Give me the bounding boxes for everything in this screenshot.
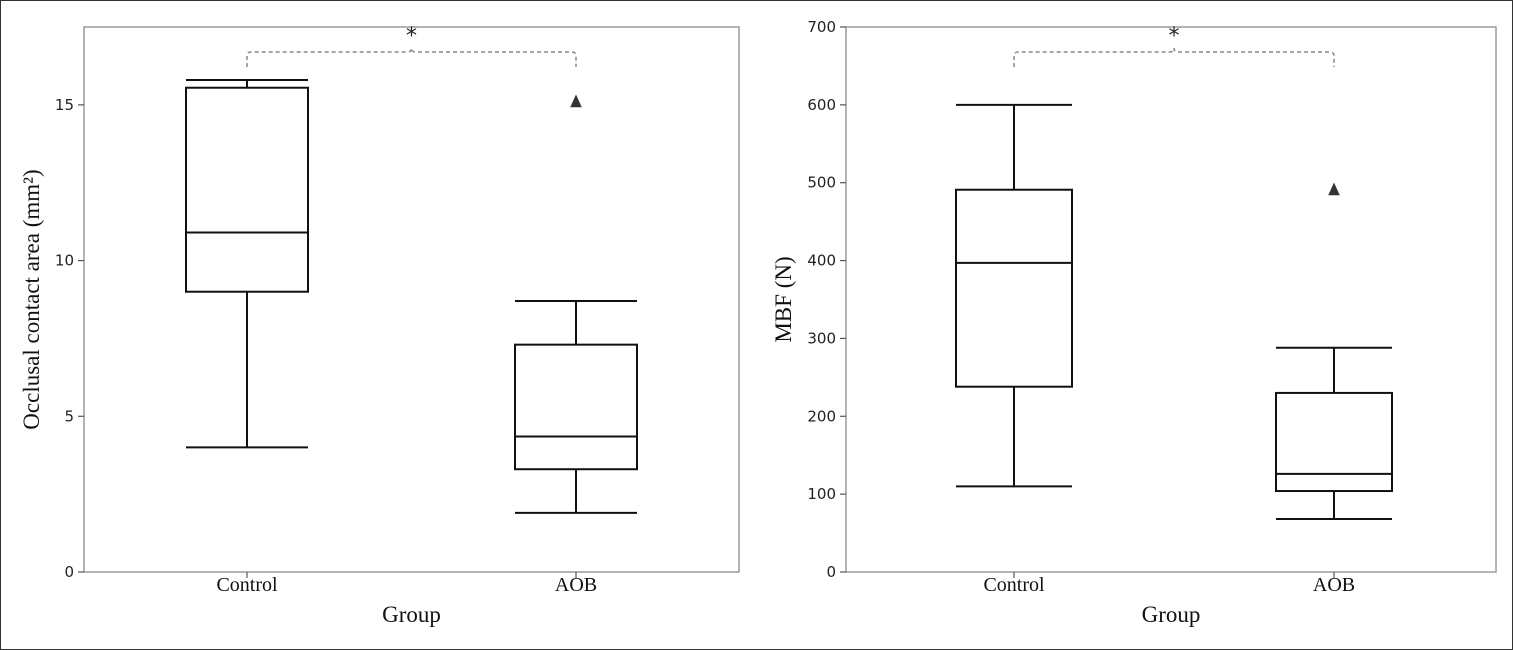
- y-tick-label: 400: [807, 252, 836, 270]
- x-axis-title: Group: [382, 602, 441, 627]
- significance-label: *: [406, 24, 417, 49]
- y-tick-label: 5: [64, 407, 74, 425]
- y-tick-label: 15: [55, 96, 74, 114]
- y-tick-label: 100: [807, 485, 836, 503]
- y-tick-label: 200: [807, 407, 836, 425]
- iqr-box: [185, 86, 309, 293]
- y-axis-title: Occlusal contact area (mm²): [19, 169, 44, 429]
- y-axis-title: MBF (N): [771, 256, 796, 342]
- chart-panel-2: 0 100 200 300 400 500 600 700 Control AOB Group MBF…: [771, 18, 1497, 627]
- y-tick-label: 700: [807, 18, 836, 36]
- iqr-box: [1275, 391, 1393, 493]
- plot-frame: [83, 26, 740, 573]
- significance-label: *: [1169, 24, 1180, 49]
- y-tick-label: 600: [807, 96, 836, 114]
- x-tick-label: Control: [216, 574, 278, 596]
- y-tick-label: 300: [807, 329, 836, 347]
- box-aob: [1275, 182, 1393, 521]
- x-tick-label: AOB: [555, 574, 597, 596]
- box-control: [185, 78, 309, 449]
- iqr-box: [955, 188, 1073, 388]
- x-tick-label: AOB: [1313, 574, 1355, 596]
- y-tick-label: 10: [55, 252, 74, 270]
- significance-bracket: [1013, 47, 1335, 67]
- significance-bracket: [246, 47, 577, 67]
- outlier-marker: [570, 94, 582, 108]
- chart-panel-1: 0 5 10 15 Control AOB Group Occlusal contact ar…: [19, 24, 740, 627]
- x-axis-title: Group: [1142, 602, 1201, 627]
- box-control: [955, 103, 1073, 488]
- x-tick-label: Control: [983, 574, 1045, 596]
- plot-frame: [845, 26, 1497, 573]
- iqr-box: [514, 343, 638, 471]
- y-tick-label: 500: [807, 174, 836, 192]
- y-tick-label: 0: [826, 563, 836, 581]
- outlier-marker: [1328, 182, 1340, 196]
- box-aob: [514, 94, 638, 514]
- y-tick-label: 0: [64, 563, 74, 581]
